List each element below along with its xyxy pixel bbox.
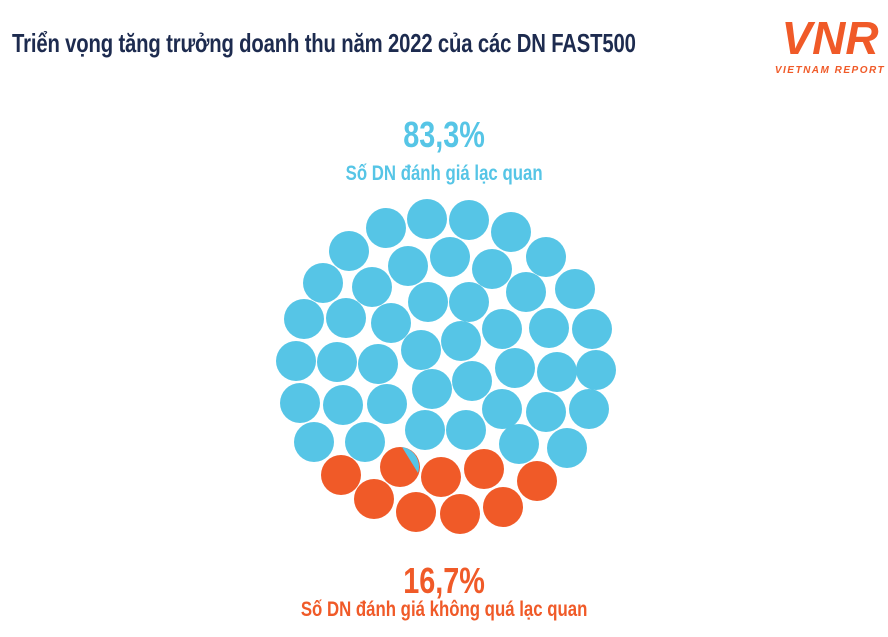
- positive-bubble: [572, 309, 612, 349]
- positive-bubble: [537, 352, 577, 392]
- positive-bubble: [407, 199, 447, 239]
- positive-bubble: [529, 308, 569, 348]
- positive-bubble: [388, 246, 428, 286]
- positive-bubble: [294, 422, 334, 462]
- positive-bubble: [352, 267, 392, 307]
- positive-bubble: [491, 212, 531, 252]
- positive-bubble: [405, 410, 445, 450]
- positive-bubble: [569, 389, 609, 429]
- positive-bubble: [472, 249, 512, 289]
- positive-bubble: [482, 309, 522, 349]
- negative-percent-text: 16,7%: [403, 560, 485, 601]
- page-title: Triển vọng tăng trưởng doanh thu năm 202…: [12, 28, 636, 58]
- positive-bubble: [276, 341, 316, 381]
- positive-bubble: [452, 361, 492, 401]
- negative-percent: 16,7%: [0, 560, 888, 602]
- positive-bubble: [555, 269, 595, 309]
- positive-bubble: [506, 272, 546, 312]
- positive-bubble: [449, 200, 489, 240]
- vietnam-report-logo: VNR VIETNAM REPORT: [775, 12, 885, 76]
- positive-bubble: [482, 389, 522, 429]
- positive-bubble: [280, 383, 320, 423]
- positive-bubble: [358, 344, 398, 384]
- positive-bubble: [408, 282, 448, 322]
- positive-bubble: [367, 384, 407, 424]
- positive-bubble: [441, 321, 481, 361]
- negative-bubble: [440, 494, 480, 534]
- negative-bubble: [421, 457, 461, 497]
- positive-label-text: Số DN đánh giá lạc quan: [345, 162, 543, 185]
- positive-bubble: [284, 299, 324, 339]
- positive-bubble: [499, 424, 539, 464]
- positive-bubble: [449, 282, 489, 322]
- positive-percent: 83,3%: [0, 114, 888, 156]
- negative-bubble: [517, 461, 557, 501]
- logo-text: VIETNAM REPORT: [775, 65, 885, 76]
- negative-label-text: Số DN đánh giá không quá lạc quan: [300, 598, 588, 621]
- negative-bubble: [354, 479, 394, 519]
- partial-positive-bubble: [402, 447, 419, 473]
- positive-bubble: [576, 350, 616, 390]
- positive-bubble: [547, 428, 587, 468]
- positive-bubble: [446, 410, 486, 450]
- positive-bubble: [430, 237, 470, 277]
- positive-bubble: [371, 303, 411, 343]
- negative-bubble: [396, 492, 436, 532]
- positive-bubble: [345, 422, 385, 462]
- negative-bubble: [464, 449, 504, 489]
- negative-bubble: [483, 487, 523, 527]
- positive-bubble: [326, 298, 366, 338]
- positive-bubble: [526, 237, 566, 277]
- positive-bubble: [366, 208, 406, 248]
- positive-label: Số DN đánh giá lạc quan: [0, 162, 888, 186]
- logo-mark: VNR: [781, 12, 878, 64]
- positive-bubble: [303, 263, 343, 303]
- positive-bubble: [526, 392, 566, 432]
- negative-bubble: [321, 455, 361, 495]
- positive-bubble: [323, 385, 363, 425]
- positive-bubble: [329, 231, 369, 271]
- positive-bubble: [317, 342, 357, 382]
- negative-bubble: [380, 447, 420, 487]
- positive-percent-text: 83,3%: [403, 114, 485, 155]
- positive-bubble: [412, 369, 452, 409]
- negative-label: Số DN đánh giá không quá lạc quan: [0, 598, 888, 622]
- positive-bubble: [401, 330, 441, 370]
- positive-bubble: [495, 348, 535, 388]
